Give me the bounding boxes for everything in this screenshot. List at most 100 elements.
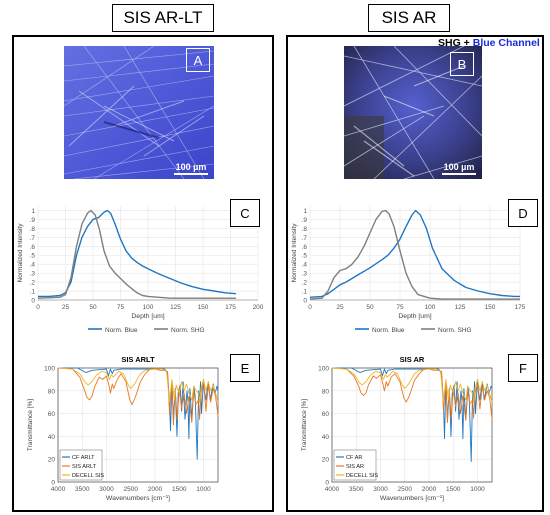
micrograph-b-image	[344, 46, 482, 179]
chart-C-xtick-6: 150	[198, 304, 209, 311]
chart-C-ytick-7: .8	[30, 226, 36, 233]
title-right-text: SIS AR	[381, 8, 437, 27]
panel-letter-f: F	[508, 354, 538, 382]
chart-f-ftir: 4000 3500 3000 2500 2000 1500 1000 0 20 40 60 80 100…	[301, 355, 493, 502]
chart-C-ytick-4: .5	[30, 253, 36, 260]
chart-F-xlabel: Wavenumbers [cm⁻¹]	[380, 495, 444, 502]
chart-E-xtick-3: 2500	[123, 486, 138, 493]
chart-D-ytick-4: .5	[302, 253, 308, 260]
chart-E-title: SIS ARLT	[121, 355, 155, 364]
chart-D-ytick-7: .8	[302, 226, 308, 233]
chart-D-xtick-1: 25	[336, 304, 344, 311]
chart-F-xtick-3: 2500	[397, 486, 412, 493]
chart-E-ytick-1: 20	[48, 457, 56, 464]
chart-E-legend-label-2: DECELL SIS	[72, 473, 104, 479]
chart-E-ylabel: Transmittance [%]	[27, 399, 34, 451]
chart-C-xtick-2: 50	[89, 304, 97, 311]
chart-D-series-1	[309, 209, 520, 300]
chart-F-xtick-5: 1500	[446, 486, 461, 493]
chart-D-xtick-4: 100	[425, 304, 436, 311]
chart-F-series-1	[331, 367, 493, 424]
chart-F-legend-label-0: CF AR	[346, 455, 362, 461]
micrograph-a-scale-label: 100 µm	[175, 162, 207, 172]
micrograph-a-scalebar: 100 µm	[174, 162, 208, 175]
chart-E-series-1	[57, 367, 219, 426]
chart-C-ytick-6: .7	[30, 235, 36, 242]
micrograph-b-scalebar: 100 µm	[442, 162, 476, 175]
chart-D-ytick-0: .1	[302, 289, 308, 296]
panel-letter-d: D	[508, 199, 538, 227]
chart-F-ytick-1: 20	[322, 457, 330, 464]
chart-D-ytick-1: .2	[302, 280, 308, 287]
chart-F-legend-label-2: DECELL SIS	[346, 473, 378, 479]
chart-C-series-0	[38, 209, 237, 298]
chart-E-xtick-5: 1500	[172, 486, 187, 493]
chart-C-ytick-1: .2	[30, 280, 36, 287]
chart-E-ytick-5: 100	[44, 366, 55, 373]
panel-letter-e: E	[230, 354, 260, 382]
chart-F-frame	[331, 367, 493, 483]
chart-F-ytick-3: 60	[322, 411, 330, 418]
chart-D-legend-label-0: Norm. Blue	[372, 327, 405, 334]
chart-C-ytick-zero: 0	[31, 298, 35, 305]
chart-D-ytick-2: .3	[302, 271, 308, 278]
chart-E-legend-label-1: SIS ARLT	[72, 464, 97, 470]
chart-D-ytick-5: .6	[302, 244, 308, 251]
chart-F-ytick-0: 0	[325, 480, 329, 487]
chart-F-title: SIS AR	[400, 355, 425, 364]
chart-E-frame	[57, 367, 219, 483]
chart-C-xlabel: Depth [um]	[131, 313, 164, 320]
chart-E-ytick-2: 40	[48, 434, 56, 441]
chart-D-xtick-0: 0	[308, 304, 312, 311]
chart-C-legend-label-1: Norm. SHG	[171, 327, 205, 334]
chart-C-ytick-9: 1	[31, 208, 35, 215]
micrograph-b-scale-label: 100 µm	[443, 162, 475, 172]
chart-F-legend-label-1: SIS AR	[346, 464, 364, 470]
chart-C-ytick-3: .4	[30, 262, 36, 269]
chart-D-xtick-5: 125	[455, 304, 466, 311]
chart-D-xtick-6: 150	[485, 304, 496, 311]
chart-C-ytick-8: .9	[30, 217, 36, 224]
chart-C-xtick-8: 200	[253, 304, 264, 311]
title-left: SIS AR-LT	[112, 4, 214, 32]
chart-D-ytick-zero: 0	[303, 298, 307, 305]
chart-E-xtick-6: 1000	[196, 486, 211, 493]
chart-C-ytick-5: .6	[30, 244, 36, 251]
chart-D-xtick-7: 175	[515, 304, 526, 311]
chart-D-xtick-2: 50	[366, 304, 374, 311]
chart-C-series-1	[37, 209, 236, 299]
chart-F-xtick-0: 4000	[325, 486, 340, 493]
chart-D-legend-label-1: Norm. SHG	[438, 327, 472, 334]
chart-E-ytick-3: 60	[48, 411, 56, 418]
chart-F-ylabel: Transmittance [%]	[301, 399, 308, 451]
chart-D-ytick-3: .4	[302, 262, 308, 269]
chart-E-xtick-0: 4000	[51, 486, 66, 493]
micrograph-b: B 100 µm	[344, 46, 482, 179]
chart-F-xtick-1: 3500	[349, 486, 364, 493]
chart-F-xtick-2: 3000	[373, 486, 388, 493]
chart-E-xtick-1: 3500	[75, 486, 90, 493]
chart-D-ylabel: Normalized Intensity	[291, 223, 298, 283]
chart-C-ytick-0: .1	[30, 289, 36, 296]
panel-letter-c: C	[230, 199, 260, 227]
micrograph-a-image	[64, 46, 214, 179]
chart-c-depth-profile: 0 25 50 75 100 125 150 175 200 .1 .2 .3 .4 .5 .6 .7 .8 .9…	[17, 206, 264, 334]
chart-E-ytick-4: 80	[48, 388, 56, 395]
chart-d-depth-profile: 0 25 50 75 100 125 150 175 .1 .2 .3 .4 .5 .6 .7 .8 .9 1 0 D…	[291, 206, 526, 334]
chart-E-xtick-2: 3000	[99, 486, 114, 493]
blue-channel-label: Blue Channel	[472, 37, 540, 49]
chart-F-series-2	[331, 367, 493, 403]
chart-D-ytick-9: 1	[303, 208, 307, 215]
chart-D-series-0	[309, 209, 520, 298]
chart-C-ytick-2: .3	[30, 271, 36, 278]
chart-D-xtick-3: 75	[396, 304, 404, 311]
chart-C-xtick-1: 25	[62, 304, 70, 311]
chart-C-xtick-5: 125	[170, 304, 181, 311]
chart-E-series-2	[57, 367, 219, 403]
chart-C-xtick-3: 75	[117, 304, 125, 311]
chart-C-xtick-7: 175	[225, 304, 236, 311]
micrograph-a-letter: A	[186, 48, 210, 72]
chart-D-ytick-6: .7	[302, 235, 308, 242]
chart-C-ylabel: Normalized Intensity	[17, 223, 24, 283]
chart-E-xlabel: Wavenumbers [cm⁻¹]	[106, 495, 170, 502]
